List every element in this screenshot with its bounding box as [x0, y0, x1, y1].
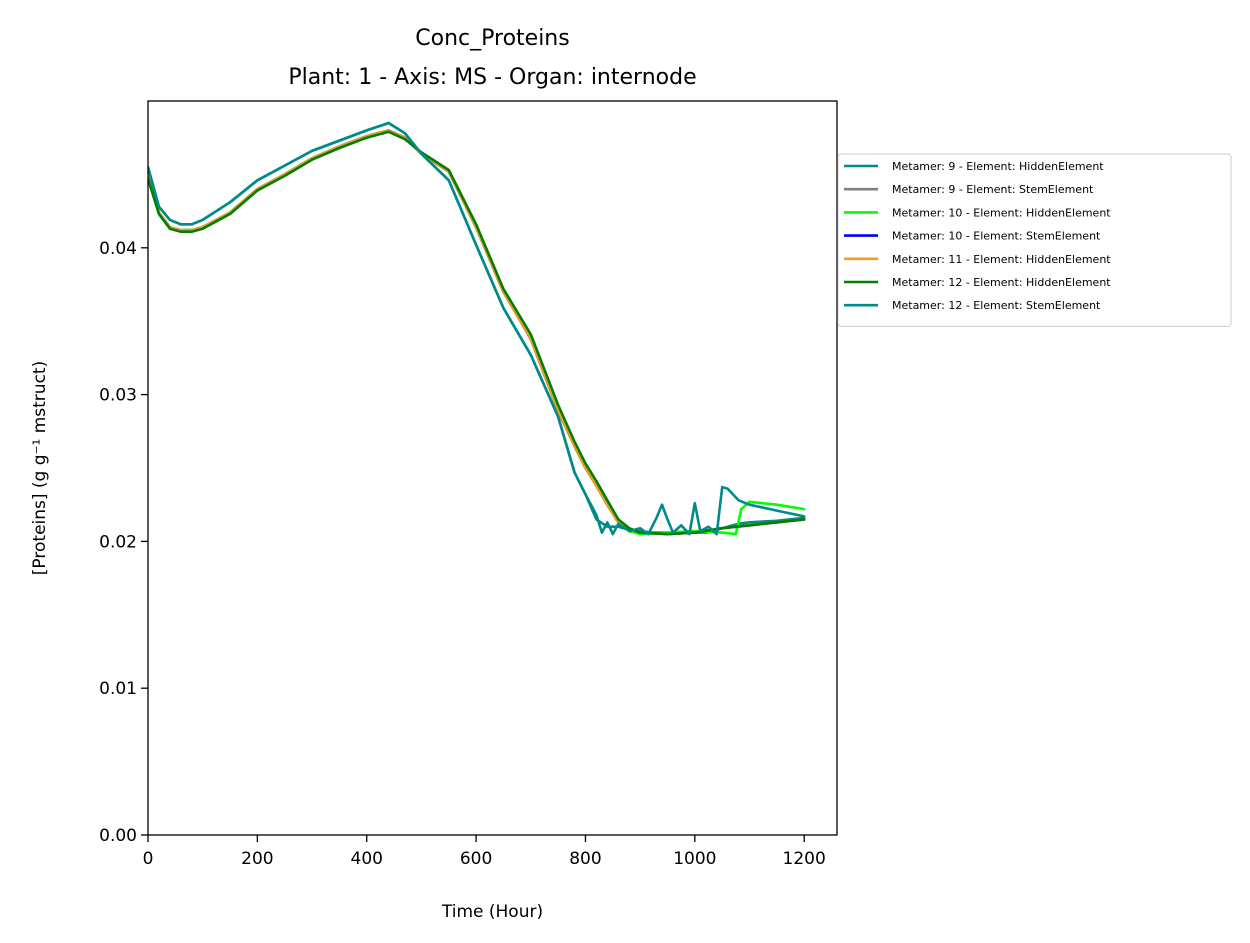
y-tick-label: 0.01: [99, 679, 137, 699]
series-line-3: [148, 129, 806, 536]
x-axis: 0 200 400 600 800 1000 1200: [143, 835, 826, 869]
series-line-5: [148, 129, 806, 536]
y-axis: 0.00 0.01 0.02 0.03 0.04: [99, 239, 148, 846]
series-line-2: [148, 129, 806, 536]
legend-entry: Metamer: 10 - Element: StemElement: [892, 230, 1101, 243]
chart-title: Conc_Proteins: [415, 26, 569, 51]
series-lines: [148, 121, 806, 536]
x-tick-label: 1000: [673, 849, 716, 869]
y-tick-label: 0.04: [99, 239, 137, 259]
legend-frame: [837, 153, 1232, 327]
legend-entry: Metamer: 10 - Element: HiddenElement: [892, 206, 1111, 219]
y-axis-label: [Proteins] (g g⁻¹ mstruct): [30, 361, 50, 575]
legend-entry: Metamer: 11 - Element: HiddenElement: [892, 253, 1111, 266]
plot-area: [147, 100, 838, 836]
legend-entry: Metamer: 12 - Element: HiddenElement: [892, 276, 1111, 289]
legend: Metamer: 9 - Element: HiddenElement Metam…: [837, 153, 1232, 327]
x-tick-label: 1200: [783, 849, 826, 869]
series-line-6: [148, 130, 806, 536]
legend-entry: Metamer: 12 - Element: StemElement: [892, 299, 1101, 312]
x-tick-label: 400: [351, 849, 383, 869]
chart-subtitle: Plant: 1 - Axis: MS - Organ: internode: [288, 65, 696, 90]
y-tick-label: 0.02: [99, 532, 137, 552]
x-axis-label: Time (Hour): [441, 902, 543, 922]
y-tick-label: 0.00: [99, 826, 137, 846]
series-line-4: [148, 129, 806, 536]
x-tick-label: 0: [143, 849, 154, 869]
x-tick-label: 200: [241, 849, 273, 869]
x-tick-label: 800: [569, 849, 601, 869]
series-line-1: [148, 121, 806, 534]
legend-entry: Metamer: 9 - Element: HiddenElement: [892, 160, 1104, 173]
x-tick-label: 600: [460, 849, 492, 869]
series-line-7: [148, 121, 806, 536]
y-tick-label: 0.03: [99, 386, 137, 406]
legend-entry: Metamer: 9 - Element: StemElement: [892, 183, 1094, 196]
